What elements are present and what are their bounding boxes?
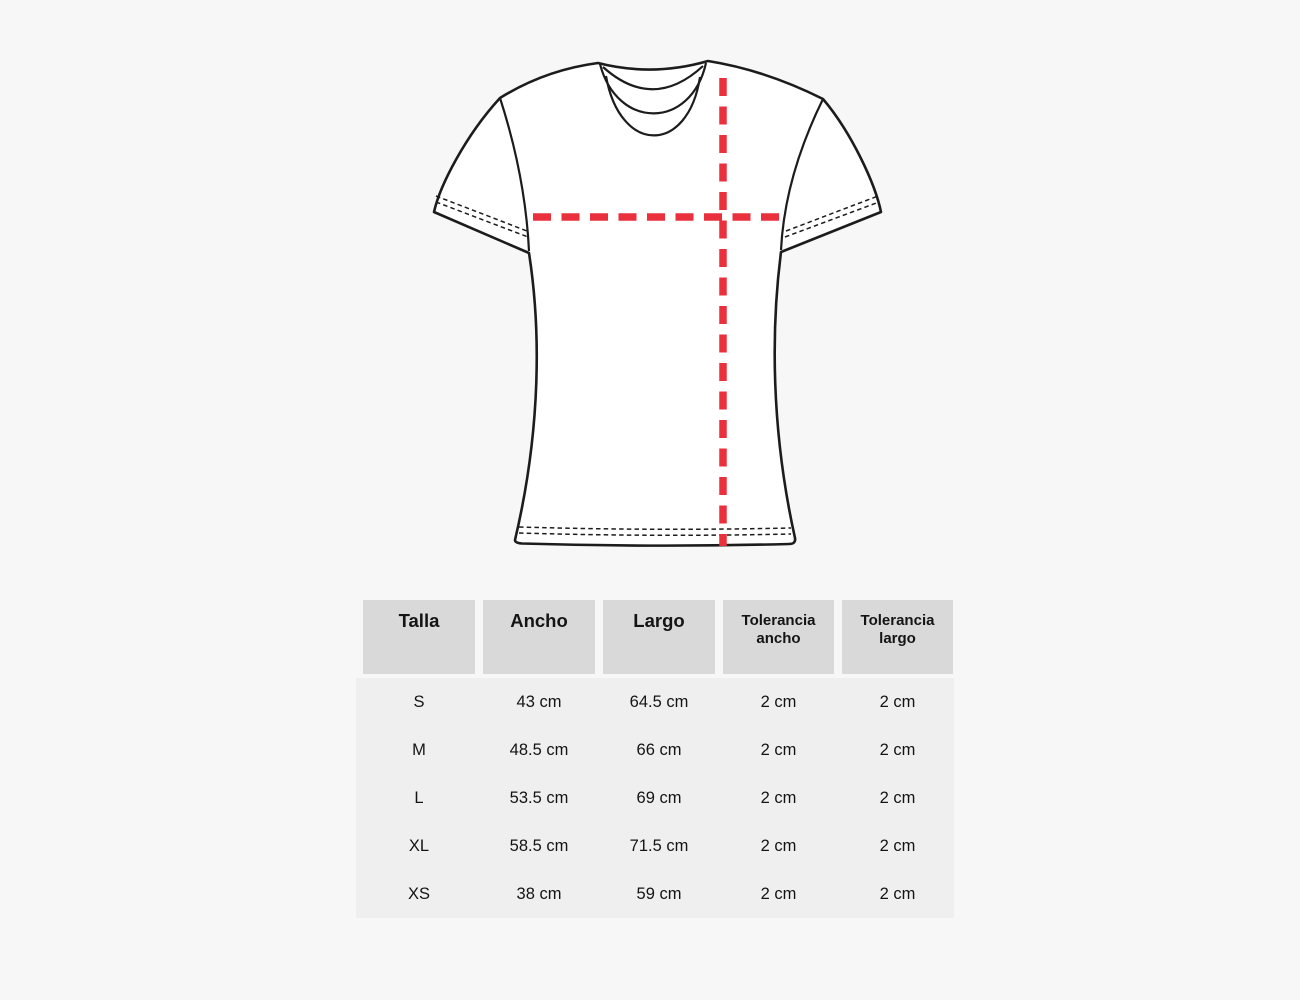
table-row: XL 58.5 cm 71.5 cm 2 cm 2 cm [356,822,954,870]
cell-talla: XL [408,836,430,855]
cell-talla: L [414,788,424,807]
table-row: M 48.5 cm 66 cm 2 cm 2 cm [356,726,954,774]
collar-back-seam [602,65,704,91]
cell-tolerancia-ancho: 2 cm [760,884,797,903]
column-header-largo: Largo [603,600,715,674]
cell-tolerancia-ancho: 2 cm [760,788,797,807]
cell-ancho: 38 cm [516,884,562,903]
size-table-header-row: Talla Ancho Largo Tolerancia ancho Toler… [356,600,954,674]
left-armhole-seam [498,97,531,252]
cell-largo: 59 cm [636,884,682,903]
table-row: XS 38 cm 59 cm 2 cm 2 cm [356,870,954,918]
cell-tolerancia-ancho: 2 cm [760,740,797,759]
cell-ancho: 53.5 cm [509,788,569,807]
column-header-ancho: Ancho [483,600,595,674]
cell-ancho: 43 cm [516,692,562,711]
left-sleeve-stitching [435,195,528,232]
cell-talla: M [412,740,426,759]
cell-tolerancia-largo: 2 cm [879,692,916,711]
cell-talla: S [413,692,425,711]
cell-ancho: 48.5 cm [509,740,569,759]
column-header-talla: Talla [363,600,475,674]
size-table: Talla Ancho Largo Tolerancia ancho Toler… [356,600,954,918]
cell-ancho: 58.5 cm [509,836,569,855]
right-armhole-seam [779,98,824,251]
table-row: S 43 cm 64.5 cm 2 cm 2 cm [356,678,954,726]
cell-tolerancia-ancho: 2 cm [760,836,797,855]
right-sleeve-stitching [784,201,880,238]
column-header-tolerancia-largo: Tolerancia largo [842,600,953,674]
cell-largo: 64.5 cm [629,692,689,711]
tshirt-measurement-diagram [410,45,900,565]
cell-tolerancia-largo: 2 cm [879,836,916,855]
tshirt-svg [432,59,883,547]
column-header-tolerancia-ancho: Tolerancia ancho [723,600,834,674]
cell-tolerancia-largo: 2 cm [879,788,916,807]
cell-tolerancia-largo: 2 cm [879,884,916,903]
tshirt-outline [432,59,883,547]
bottom-hem-stitching [518,526,792,531]
cell-largo: 71.5 cm [629,836,689,855]
left-sleeve-stitching [435,201,529,238]
table-row: L 53.5 cm 69 cm 2 cm 2 cm [356,774,954,822]
cell-talla: XS [407,884,430,903]
cell-largo: 66 cm [636,740,682,759]
bottom-hem-stitching [518,532,792,537]
size-table-body: S 43 cm 64.5 cm 2 cm 2 cm M 48.5 cm 66 c… [356,678,954,918]
cell-tolerancia-ancho: 2 cm [760,692,797,711]
cell-largo: 69 cm [636,788,682,807]
collar-band-bottom-edge [604,75,702,137]
cell-tolerancia-largo: 2 cm [879,740,916,759]
right-sleeve-stitching [785,195,879,232]
